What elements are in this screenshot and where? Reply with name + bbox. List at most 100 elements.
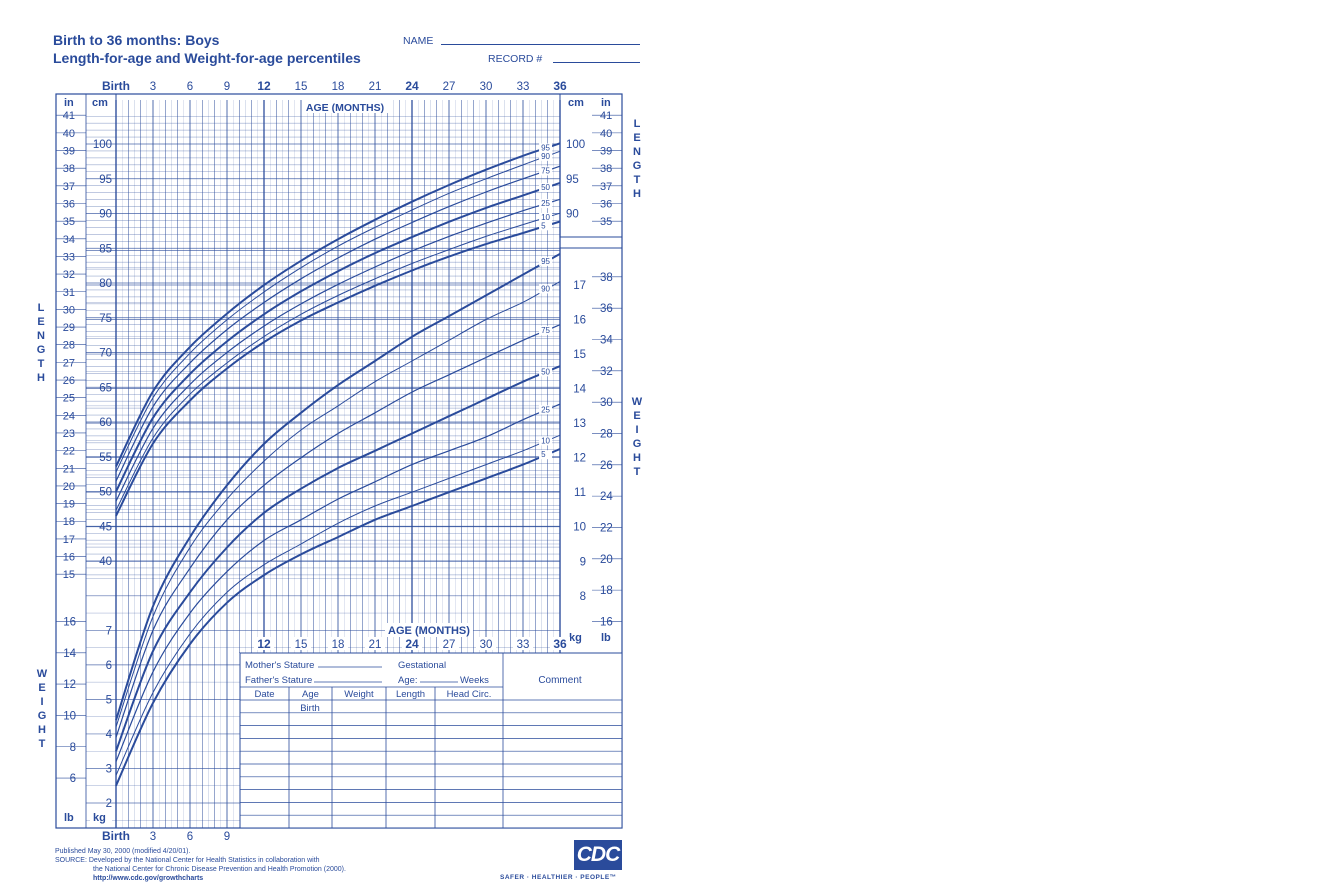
cm-tick-label: 90 [99, 209, 112, 221]
cm-tick-label: 55 [99, 452, 112, 464]
record-table: Mother's Stature Father's Stature Gestatio… [239, 652, 623, 829]
source-url[interactable]: http://www.cdc.gov/growthcharts [93, 874, 203, 883]
length-axis-label-right-letter: L [634, 118, 641, 130]
age-tick-mid: 12 [257, 637, 271, 651]
lb-tick-label-right: 20 [600, 554, 613, 566]
lb-tick-label: 6 [70, 773, 76, 785]
length-percentile-label: 5 [541, 221, 546, 230]
length-axis-label-left-letter: T [38, 358, 45, 370]
mothers-stature-label: Mother's Stature [245, 660, 314, 671]
lb-tick-label-right: 26 [600, 460, 613, 472]
length-curve-p75 [115, 165, 561, 482]
age-label-top-bg [302, 100, 388, 113]
in-tick-label-right: 39 [600, 146, 612, 158]
cm-tick-label: 80 [99, 278, 112, 290]
name-line[interactable] [441, 44, 640, 45]
weight-axis-label-right-letter: I [635, 424, 638, 436]
length-curve-p10 [115, 212, 561, 511]
lb-tick-label-right: 24 [600, 491, 613, 503]
age-tick-mid: 15 [295, 639, 308, 651]
in-unit-right: in [601, 97, 611, 109]
in-tick-label: 40 [63, 128, 75, 140]
age-tick-top: 21 [369, 81, 382, 93]
length-pct-bg [539, 221, 553, 231]
kg-tick-label-right: 12 [573, 453, 586, 465]
cdc-logo: CDC [574, 840, 622, 870]
source-url-text[interactable]: http://www.cdc.gov/growthcharts [93, 875, 204, 882]
cm-unit-right: cm [568, 97, 584, 109]
weight-curve-p75 [115, 324, 561, 738]
weight-percentile-label: 25 [541, 405, 550, 414]
lb-tick-label: 12 [63, 679, 76, 691]
record-line[interactable] [553, 62, 640, 63]
age-tick-mid-bg [402, 637, 422, 650]
length-axis-label-right-letter: N [633, 146, 641, 158]
weight-curve-p95 [115, 253, 561, 721]
age-tick-top: 15 [295, 81, 308, 93]
weight-axis-label-left-letter: H [38, 724, 46, 736]
length-percentile-label: 95 [541, 143, 550, 152]
in-tick-label: 15 [63, 569, 75, 581]
length-pct-bg [539, 143, 553, 153]
kg-tick-label-right: 14 [573, 384, 586, 396]
cm-tick-label: 50 [99, 487, 112, 499]
age-tick-top: 24 [405, 79, 419, 93]
kg-tick-label-right: 8 [580, 591, 586, 603]
in-tick-label: 37 [63, 181, 75, 193]
weight-axis-label-right-letter: E [633, 410, 640, 422]
weight-curve-p50 [115, 365, 561, 752]
lb-unit-left: lb [64, 812, 74, 824]
record-label: RECORD # [488, 53, 543, 65]
age-tick-mid-bg [291, 637, 311, 650]
lb-tick-label: 14 [63, 648, 76, 660]
weight-axis-label-left-letter: W [37, 668, 48, 680]
age-tick-bottom: 3 [150, 831, 156, 843]
cm-tick-label: 40 [99, 556, 112, 568]
cm-tick-label: 60 [99, 417, 112, 429]
in-tick-label: 26 [63, 375, 75, 387]
age-tick-mid: 18 [332, 639, 345, 651]
in-unit-right-bg [598, 96, 620, 109]
weight-curve-p25 [115, 403, 561, 762]
length-axis-label-right-letter: H [633, 188, 641, 200]
first-row-age: Birth [300, 703, 320, 714]
in-tick-label: 25 [63, 393, 75, 405]
cm-tick-label: 85 [99, 243, 112, 255]
in-tick-label: 38 [63, 163, 75, 175]
age-tick-mid-bg [513, 637, 533, 650]
kg-tick-label-right: 15 [573, 349, 586, 361]
lb-unit-right-bg [598, 631, 620, 644]
in-tick-label: 34 [63, 234, 75, 246]
weight-pct-bg [539, 436, 553, 446]
in-tick-label: 20 [63, 481, 75, 493]
kg-tick-label-right: 10 [573, 522, 586, 534]
source-line1: SOURCE: Developed by the National Center… [55, 857, 320, 864]
length-curve-p50 [115, 181, 561, 492]
in-tick-label: 41 [63, 110, 75, 122]
length-percentile-label: 75 [541, 166, 550, 175]
length-pct-bg [539, 151, 553, 161]
in-tick-label: 30 [63, 304, 75, 316]
in-tick-label-right: 41 [600, 110, 612, 122]
weight-axis-label-right-letter: G [633, 438, 642, 450]
column-header: Weight [344, 689, 374, 700]
in-tick-label: 35 [63, 216, 75, 228]
in-tick-label: 22 [63, 446, 75, 458]
age-tick-mid: 36 [553, 637, 567, 651]
kg-tick-label-right: 9 [580, 556, 586, 568]
weight-pct-bg [539, 284, 553, 294]
gestational-age-label: Age: [398, 675, 418, 686]
weight-pct-bg [539, 450, 553, 460]
length-curve-p95 [115, 142, 561, 467]
age-tick-top: 33 [517, 81, 530, 93]
in-tick-label: 27 [63, 357, 75, 369]
weight-curve-p5 [115, 448, 561, 787]
length-pct-bg [539, 199, 553, 209]
lb-tick-label-right: 36 [600, 303, 613, 315]
kg-tick-label: 6 [106, 660, 112, 672]
in-tick-label-right: 38 [600, 163, 612, 175]
in-tick-label: 21 [63, 463, 75, 475]
chart-title-line1: Birth to 36 months: Boys [53, 32, 220, 48]
